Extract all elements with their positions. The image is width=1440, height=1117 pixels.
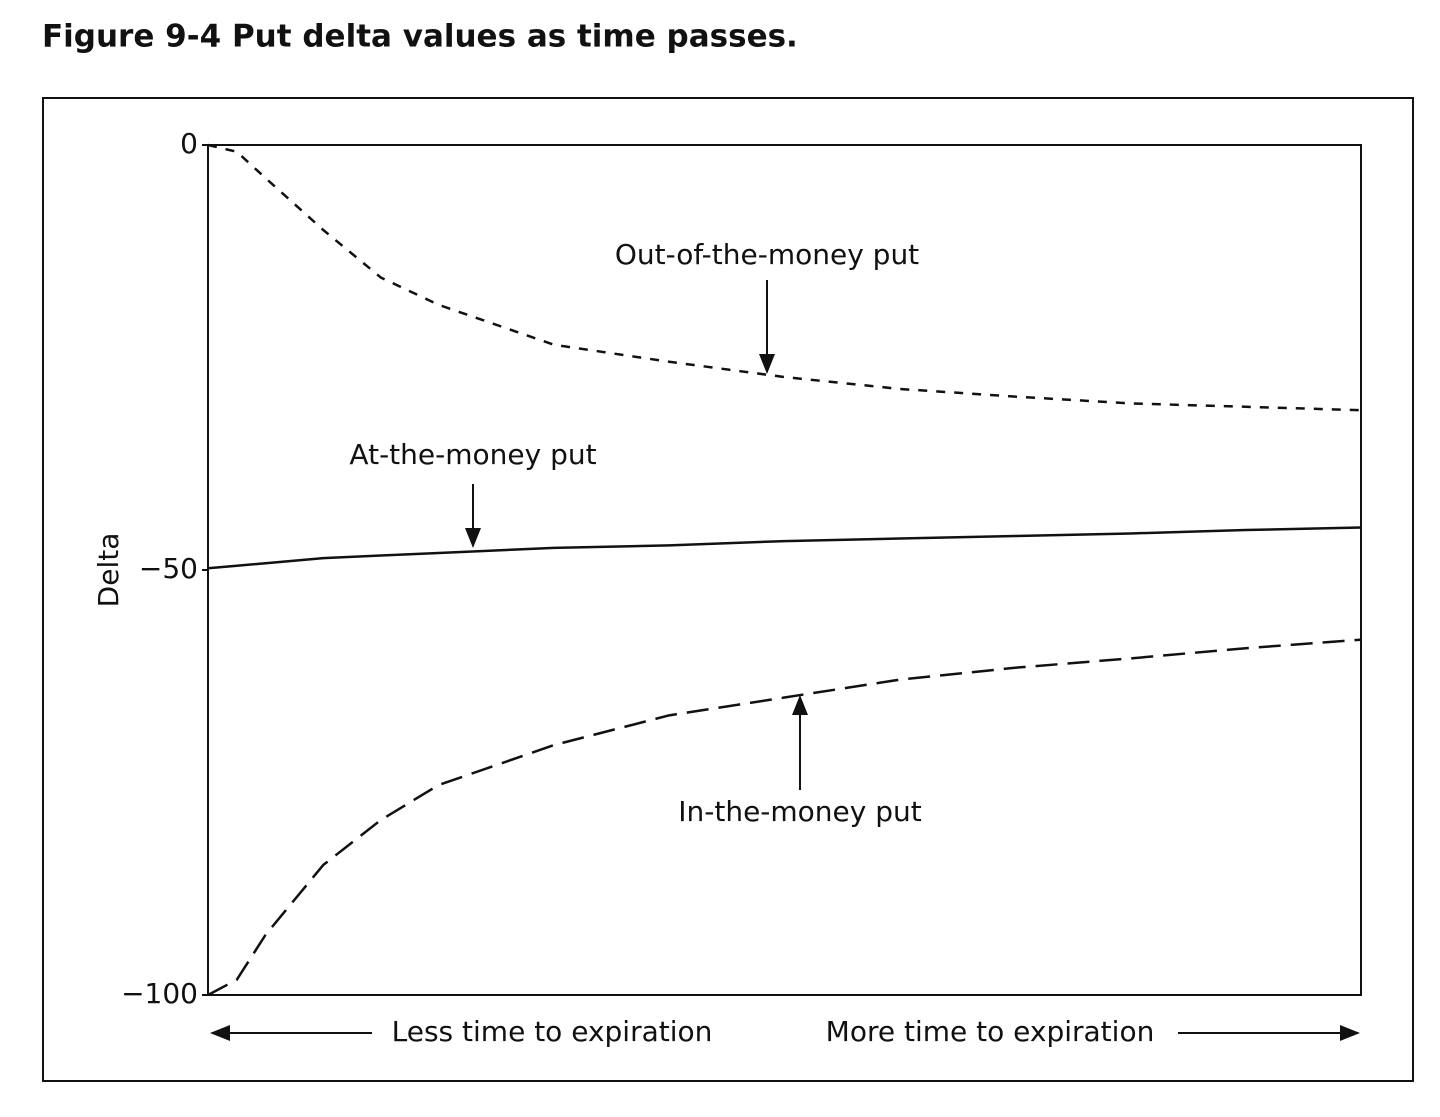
- y-tick-label: −50: [139, 552, 198, 585]
- frame: [42, 97, 1414, 1082]
- y-axis-label: Delta: [92, 533, 125, 608]
- x-left-label: Less time to expiration: [392, 1015, 713, 1048]
- series-label: Out-of-the-money put: [615, 238, 919, 271]
- series-line: [207, 143, 1362, 412]
- series-line: [207, 526, 1362, 570]
- x-right-label: More time to expiration: [826, 1015, 1155, 1048]
- chart-title: Figure 9-4 Put delta values as time pass…: [42, 19, 798, 55]
- series-label: At-the-money put: [349, 438, 596, 471]
- plot-area: [207, 144, 1362, 996]
- y-tick-label: −100: [121, 977, 198, 1010]
- y-tick-label: 0: [180, 127, 198, 160]
- series-line: [207, 638, 1362, 997]
- series-label: In-the-money put: [678, 795, 922, 828]
